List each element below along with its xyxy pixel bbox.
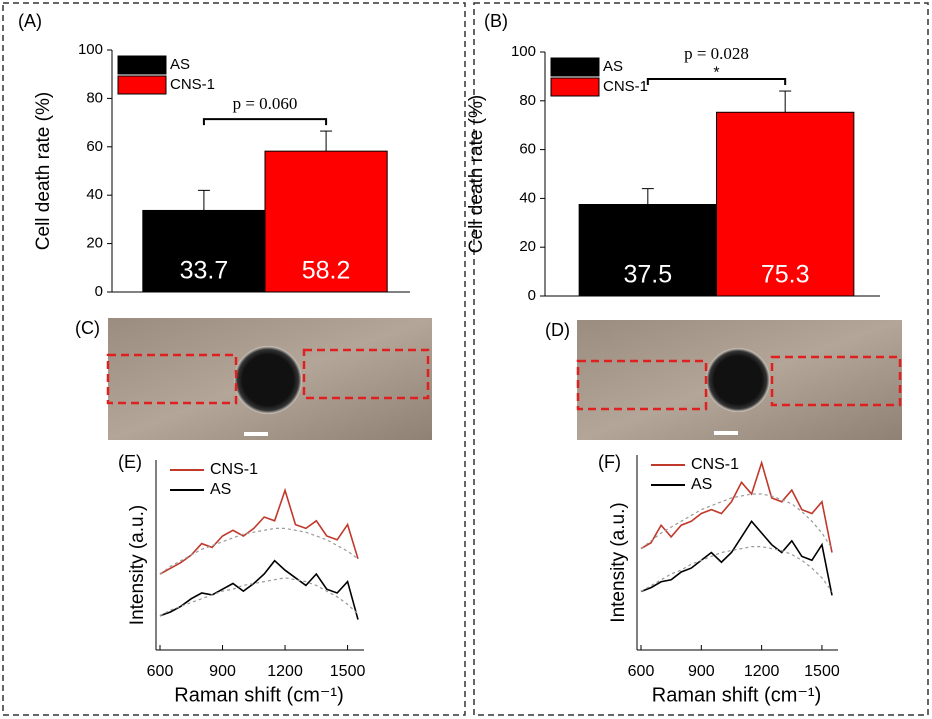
y-tick-label: 100	[78, 41, 103, 58]
x-tick-label: 600	[147, 663, 174, 680]
y-tick-label: 40	[86, 186, 103, 203]
x-axis-label: Raman shift (cm⁻¹)	[652, 684, 821, 706]
baseline	[159, 527, 359, 575]
legend-label: CNS-1	[603, 78, 648, 95]
photo: (C)	[75, 318, 432, 440]
bar	[716, 111, 855, 297]
y-tick-label: 80	[519, 92, 536, 109]
spectrum	[640, 519, 833, 596]
spectrum	[640, 460, 833, 553]
panel-label: (E)	[118, 452, 142, 472]
value-label: 58.2	[302, 257, 351, 285]
y-tick-label: 0	[95, 283, 103, 300]
p-value: p = 0.060	[233, 94, 298, 113]
y-axis-label: Intensity (a.u.)	[608, 502, 629, 622]
y-tick-label: 20	[519, 238, 536, 255]
x-tick-label: 900	[688, 663, 715, 680]
panel-label: (A)	[18, 11, 42, 31]
y-tick-label: 60	[86, 138, 103, 155]
y-tick-label: 100	[511, 43, 536, 60]
significance-bracket	[202, 118, 328, 126]
y-tick-label: 20	[86, 235, 103, 252]
p-value: p = 0.028	[684, 44, 749, 63]
value-label: 37.5	[623, 261, 672, 289]
legend-swatch	[117, 55, 167, 75]
y-axis-label: Cell death rate (%)	[33, 92, 54, 250]
x-tick-label: 1200	[267, 663, 303, 680]
legend-label: CNS-1	[170, 76, 215, 93]
value-label: 75.3	[761, 261, 810, 289]
y-axis-label: Intensity (a.u.)	[127, 505, 148, 625]
legend-label: AS	[603, 58, 623, 75]
legend-label: AS	[210, 481, 231, 498]
value-label: 33.7	[180, 257, 229, 285]
y-tick-label: 80	[86, 89, 103, 106]
legend-label: AS	[691, 476, 712, 493]
x-tick-label: 1500	[804, 663, 840, 680]
panel-label: (F)	[598, 452, 621, 472]
bar	[578, 204, 718, 297]
x-tick-label: 600	[628, 663, 655, 680]
panel-label: (B)	[484, 11, 508, 31]
baseline	[640, 546, 833, 593]
legend-label: CNS-1	[691, 456, 739, 473]
legend-label: CNS-1	[210, 461, 258, 478]
y-tick-label: 0	[528, 287, 536, 304]
baseline	[640, 493, 833, 550]
baseline	[159, 577, 359, 617]
significance-bracket	[646, 78, 787, 86]
panel-frame	[2, 2, 466, 716]
legend-swatch	[117, 75, 167, 95]
significance-mark: *	[713, 64, 719, 81]
x-tick-label: 1500	[330, 663, 366, 680]
x-tick-label: 900	[209, 663, 236, 680]
x-tick-label: 1200	[744, 663, 780, 680]
x-axis-label: Raman shift (cm⁻¹)	[174, 684, 343, 706]
panel-label: (D)	[545, 320, 570, 340]
y-tick-label: 40	[519, 189, 536, 206]
panel-label: (C)	[75, 318, 100, 338]
legend-label: AS	[170, 56, 190, 73]
bar	[264, 150, 388, 293]
legend-swatch	[550, 77, 600, 97]
photo: (D)	[545, 320, 902, 440]
legend-swatch	[550, 57, 600, 77]
panel-frame	[473, 2, 929, 716]
y-tick-label: 60	[519, 141, 536, 158]
spectrum	[159, 487, 359, 575]
spectrum	[159, 559, 359, 620]
y-axis-label: Cell death rate (%)	[466, 95, 487, 253]
